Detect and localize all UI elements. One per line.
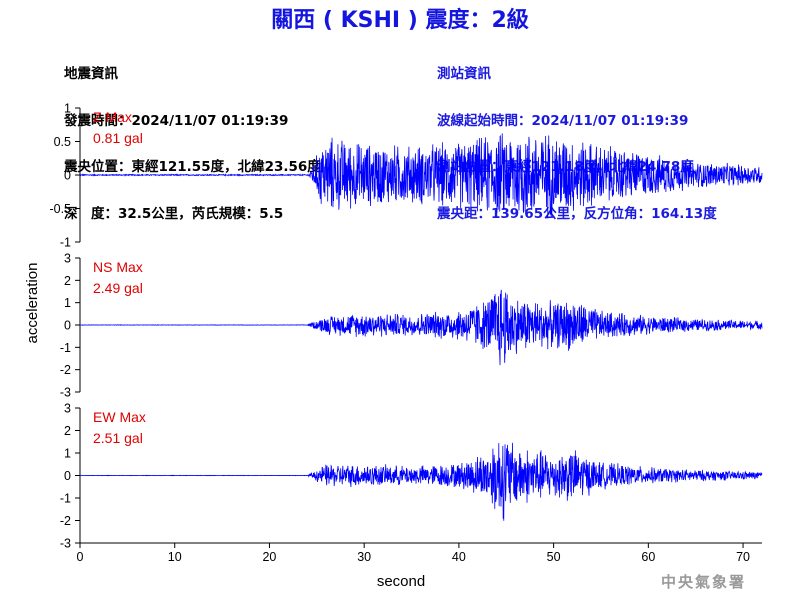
y-tick-label-z: 1 <box>64 102 71 116</box>
y-tick-label-z: 0 <box>64 169 71 183</box>
epicentral-distance: 震央距：139.65公里，反方位角：164.13度 <box>437 205 717 222</box>
waveform-ew <box>79 442 763 521</box>
y-tick-label-ew: -2 <box>60 514 71 528</box>
onset-time: 波線起始時間：2024/11/07 01:19:39 <box>437 112 689 129</box>
y-axis-label: acceleration <box>24 263 41 344</box>
x-tick-label: 40 <box>452 550 466 564</box>
x-tick-label: 30 <box>357 550 371 564</box>
max-value-z: 0.81 gal <box>93 130 143 146</box>
y-tick-label-ew: -1 <box>60 492 71 506</box>
x-axis-label: second <box>377 573 425 590</box>
origin-time: 發震時間：2024/11/07 01:19:39 <box>64 112 289 129</box>
max-label-ns: NS Max <box>93 259 143 275</box>
y-tick-label-ns: 0 <box>64 319 71 333</box>
max-label-ew: EW Max <box>93 409 146 425</box>
station-info-heading: 測站資訊 <box>437 66 491 82</box>
y-tick-label-ew: -3 <box>60 537 71 551</box>
x-tick-label: 70 <box>736 550 750 564</box>
max-label-z: Z Max <box>93 109 132 125</box>
earthquake-info-heading: 地震資訊 <box>64 66 118 82</box>
waveform-z <box>79 133 763 219</box>
y-tick-label-ns: -2 <box>60 363 71 377</box>
y-tick-label-z: 0.5 <box>54 135 71 149</box>
y-tick-label-ew: 1 <box>64 447 71 461</box>
y-tick-label-z: -0.5 <box>49 202 71 216</box>
chart-title: 關西 ( KSHI ) 震度：2級 <box>271 8 529 33</box>
x-tick-label: 10 <box>168 550 182 564</box>
y-tick-label-ns: 1 <box>64 296 71 310</box>
x-tick-label: 50 <box>547 550 561 564</box>
y-tick-label-z: -1 <box>60 236 71 250</box>
max-value-ew: 2.51 gal <box>93 430 143 446</box>
y-tick-label-ew: 0 <box>64 469 71 483</box>
earthquake-info: 地震資訊 發震時間：2024/11/07 01:19:39 震央位置：東經121… <box>64 36 321 238</box>
y-tick-label-ns: 2 <box>64 274 71 288</box>
max-value-ns: 2.49 gal <box>93 280 143 296</box>
waveform-ns <box>79 289 763 366</box>
epicenter-location: 震央位置：東經121.55度，北緯23.56度 <box>64 159 321 175</box>
y-tick-label-ew: 2 <box>64 424 71 438</box>
x-tick-label: 60 <box>641 550 655 564</box>
y-tick-label-ew: 3 <box>64 402 71 416</box>
y-tick-label-ns: -1 <box>60 341 71 355</box>
depth-magnitude: 深 度：32.5公里，芮氏規模：5.5 <box>64 205 284 222</box>
x-tick-label: 0 <box>77 550 84 564</box>
y-tick-label-ns: -3 <box>60 386 71 400</box>
x-tick-label: 20 <box>262 550 276 564</box>
agency-watermark: 中央氣象署 <box>660 573 746 591</box>
y-tick-label-ns: 3 <box>64 252 71 266</box>
